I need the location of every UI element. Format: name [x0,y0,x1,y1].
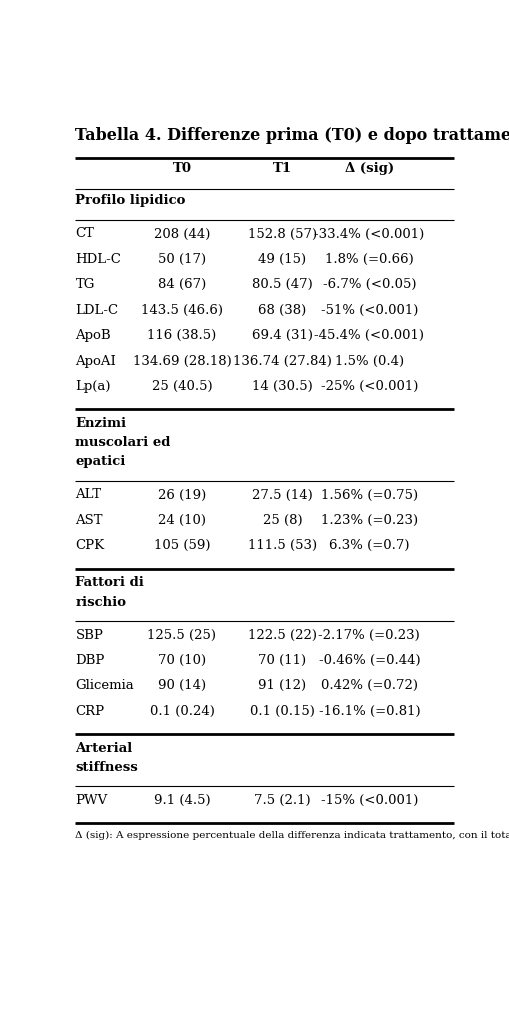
Text: ALT: ALT [75,489,102,502]
Text: 69.4 (31): 69.4 (31) [252,329,313,342]
Text: SBP: SBP [75,628,103,641]
Text: T1: T1 [273,162,292,175]
Text: 122.5 (22): 122.5 (22) [248,628,317,641]
Text: LDL-C: LDL-C [75,304,119,317]
Text: 6.3% (=0.7): 6.3% (=0.7) [329,539,410,552]
Text: CRP: CRP [75,705,104,718]
Text: Glicemia: Glicemia [75,680,134,693]
Text: 1.23% (=0.23): 1.23% (=0.23) [321,514,418,527]
Text: muscolari ed: muscolari ed [75,436,171,449]
Text: 1.8% (=0.66): 1.8% (=0.66) [325,252,414,266]
Text: CPK: CPK [75,539,104,552]
Text: 125.5 (25): 125.5 (25) [148,628,216,641]
Text: stiffness: stiffness [75,762,138,774]
Text: HDL-C: HDL-C [75,252,121,266]
Text: 26 (19): 26 (19) [158,489,206,502]
Text: 0.1 (0.15): 0.1 (0.15) [250,705,315,718]
Text: 80.5 (47): 80.5 (47) [252,279,313,291]
Text: Arterial: Arterial [75,741,133,754]
Text: ApoAI: ApoAI [75,355,117,368]
Text: 84 (67): 84 (67) [158,279,206,291]
Text: 116 (38.5): 116 (38.5) [147,329,217,342]
Text: 14 (30.5): 14 (30.5) [252,380,313,393]
Text: Profilo lipidico: Profilo lipidico [75,194,186,207]
Text: Enzimi: Enzimi [75,417,127,430]
Text: 70 (10): 70 (10) [158,654,206,667]
Text: 7.5 (2.1): 7.5 (2.1) [254,794,311,807]
Text: T0: T0 [173,162,191,175]
Text: 90 (14): 90 (14) [158,680,206,693]
Text: CT: CT [75,227,94,240]
Text: Lp(a): Lp(a) [75,380,111,393]
Text: 50 (17): 50 (17) [158,252,206,266]
Text: 111.5 (53): 111.5 (53) [248,539,317,552]
Text: 25 (40.5): 25 (40.5) [152,380,212,393]
Text: 0.1 (0.24): 0.1 (0.24) [150,705,214,718]
Text: -33.4% (<0.001): -33.4% (<0.001) [314,227,425,240]
Text: 136.74 (27.84): 136.74 (27.84) [233,355,332,368]
Text: DBP: DBP [75,654,105,667]
Text: AST: AST [75,514,103,527]
Text: 25 (8): 25 (8) [263,514,302,527]
Text: rischio: rischio [75,596,126,608]
Text: -15% (<0.001): -15% (<0.001) [321,794,418,807]
Text: -25% (<0.001): -25% (<0.001) [321,380,418,393]
Text: 0.42% (=0.72): 0.42% (=0.72) [321,680,418,693]
Text: 27.5 (14): 27.5 (14) [252,489,313,502]
Text: 105 (59): 105 (59) [154,539,210,552]
Text: 49 (15): 49 (15) [259,252,306,266]
Text: 24 (10): 24 (10) [158,514,206,527]
Text: Fattori di: Fattori di [75,577,145,589]
Text: 134.69 (28.18): 134.69 (28.18) [132,355,232,368]
Text: -2.17% (=0.23): -2.17% (=0.23) [319,628,420,641]
Text: 208 (44): 208 (44) [154,227,210,240]
Text: 68 (38): 68 (38) [259,304,307,317]
Text: -0.46% (=0.44): -0.46% (=0.44) [319,654,420,667]
Text: PWV: PWV [75,794,108,807]
Text: 1.56% (=0.75): 1.56% (=0.75) [321,489,418,502]
Text: TG: TG [75,279,95,291]
Text: 1.5% (0.4): 1.5% (0.4) [335,355,404,368]
Text: epatici: epatici [75,456,126,469]
Text: -16.1% (=0.81): -16.1% (=0.81) [319,705,420,718]
Text: -45.4% (<0.001): -45.4% (<0.001) [315,329,425,342]
Text: 143.5 (46.6): 143.5 (46.6) [141,304,223,317]
Text: ApoB: ApoB [75,329,111,342]
Text: -6.7% (<0.05): -6.7% (<0.05) [323,279,416,291]
Text: 9.1 (4.5): 9.1 (4.5) [154,794,210,807]
Text: Δ (sig): A espressione percentuale della differenza indicata trattamento, con il: Δ (sig): A espressione percentuale della… [75,831,509,840]
Text: Tabella 4. Differenze prima (T0) e dopo trattamento (T1): Tabella 4. Differenze prima (T0) e dopo … [75,127,509,144]
Text: 91 (12): 91 (12) [259,680,306,693]
Text: Δ (sig): Δ (sig) [345,162,394,175]
Text: 152.8 (57): 152.8 (57) [248,227,317,240]
Text: 70 (11): 70 (11) [259,654,306,667]
Text: -51% (<0.001): -51% (<0.001) [321,304,418,317]
